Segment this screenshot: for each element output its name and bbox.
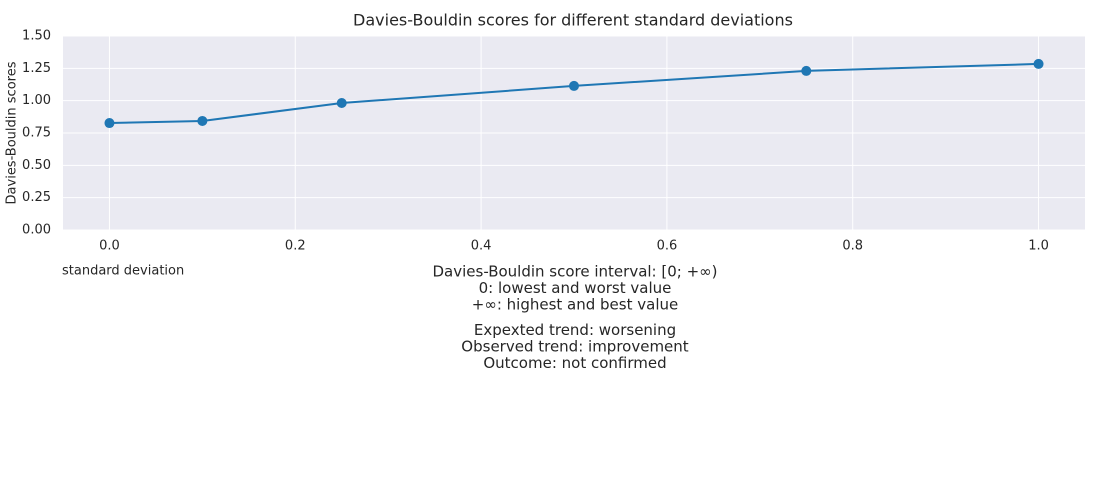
annotation: Observed trend: improvement [461, 338, 688, 356]
y-tick-label: 1.25 [22, 61, 51, 76]
y-tick-label: 1.50 [22, 29, 51, 44]
point [336, 97, 347, 108]
x-tick-label: 0.4 [471, 239, 492, 254]
x-tick-label: 0.6 [657, 239, 678, 254]
x-tick-label: 1.0 [1028, 239, 1049, 254]
point [197, 115, 208, 126]
x-tick-label: 0.0 [99, 239, 120, 254]
y-axis-label: Davies-Bouldin scores [5, 61, 20, 204]
x-tick-label: 0.8 [842, 239, 863, 254]
y-tick-label: 0.50 [22, 158, 51, 173]
point [569, 80, 579, 91]
point [104, 118, 115, 129]
annotation: Davies-Bouldin score interval: [0; +∞) [432, 263, 717, 281]
chart-title: Davies-Bouldin scores for different stan… [353, 11, 793, 30]
x-axis-label: standard deviation [62, 264, 184, 279]
annotation: 0: lowest and worst value [479, 279, 672, 297]
annotation: Outcome: not confirmed [483, 354, 666, 372]
x-tick-label: 0.2 [285, 239, 306, 254]
annotation: Expexted trend: worsening [474, 321, 676, 339]
y-tick-label: 0.25 [22, 190, 51, 205]
y-tick-label: 0.00 [22, 223, 51, 238]
y-tick-label: 1.00 [22, 93, 51, 108]
y-tick-label: 0.75 [22, 126, 51, 141]
point [801, 65, 812, 76]
point [1033, 58, 1044, 69]
line [109, 62, 1039, 125]
annotation: +∞: highest and best value [472, 296, 678, 314]
